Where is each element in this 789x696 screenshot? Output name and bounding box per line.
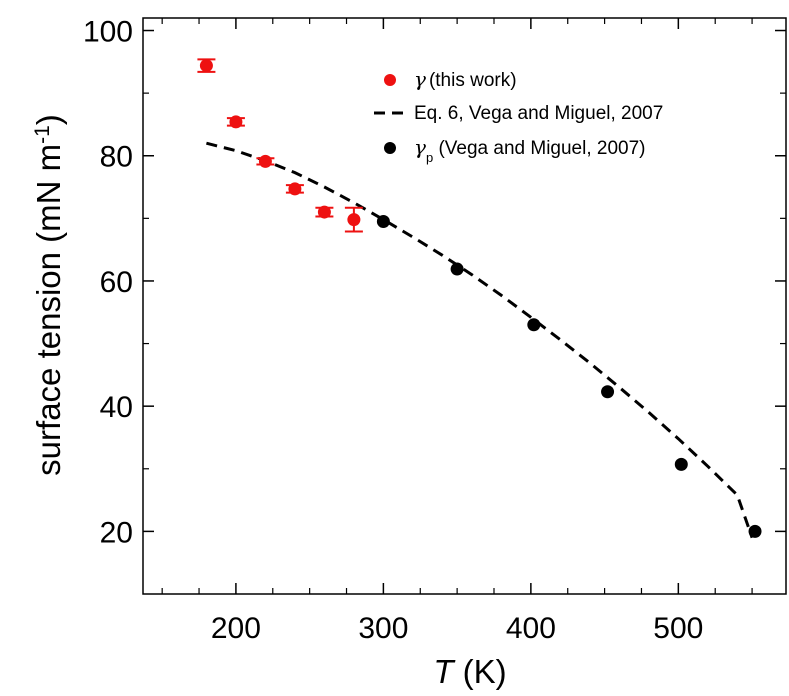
y-tick-label: 40 (100, 391, 133, 424)
x-tick-label: 200 (211, 612, 261, 645)
x-axis-title: T (K) (433, 653, 506, 690)
x-axis-title-symbol: T (433, 653, 456, 690)
legend-marker-this-work (384, 74, 396, 86)
legend-label-gamma-p: γp (Vega and Miguel, 2007) (414, 135, 646, 165)
fit-curve-eq6 (206, 141, 754, 539)
y-tick-label: 80 (100, 141, 133, 174)
x-tick-label: 500 (653, 612, 703, 645)
data-point-vega-miguel (376, 214, 390, 228)
legend-gamma-symbol: γ (414, 67, 426, 91)
tick-labels: 200 300 400 500 20 40 60 80 100 (83, 16, 703, 645)
data-point-this-work (229, 115, 243, 129)
data-series (197, 58, 762, 539)
y-axis-title-sup: -1 (31, 125, 54, 144)
data-point-vega-miguel (674, 457, 688, 471)
legend-label-this-work: γ (this work) (414, 67, 517, 91)
data-point-this-work (288, 182, 302, 196)
data-point-vega-miguel (748, 524, 762, 538)
legend: γ (this work) Eq. 6, Vega and Miguel, 200… (374, 67, 663, 165)
y-tick-label: 20 (100, 516, 133, 549)
legend-gamma-p-subscript: p (426, 150, 433, 165)
legend-label-eq6: Eq. 6, Vega and Miguel, 2007 (414, 103, 663, 124)
plot-area (142, 17, 787, 595)
y-axis-title-close: ) (30, 114, 67, 125)
y-tick-label: 100 (83, 16, 133, 49)
data-point-this-work (258, 154, 272, 168)
y-axis-title-main: surface tension (mN m (30, 144, 67, 476)
legend-this-work-text: (this work) (429, 70, 517, 91)
y-axis-title: surface tension (mN m-1) (30, 114, 67, 476)
x-axis-title-unit: (K) (454, 653, 507, 690)
x-tick-label: 400 (506, 612, 556, 645)
data-point-this-work (347, 213, 361, 227)
x-tick-label: 300 (358, 612, 408, 645)
data-point-vega-miguel (527, 318, 541, 332)
y-tick-label: 60 (100, 266, 133, 299)
legend-gamma-p-text: (Vega and Miguel, 2007) (433, 138, 645, 159)
data-point-vega-miguel (450, 262, 464, 276)
data-point-this-work (317, 205, 331, 219)
legend-marker-gamma-p (384, 142, 396, 154)
legend-gamma-p-symbol: γ (414, 135, 426, 159)
data-point-vega-miguel (601, 385, 615, 399)
plot-frame (142, 17, 787, 595)
axis-ticks (143, 18, 786, 594)
data-point-this-work (199, 59, 213, 73)
